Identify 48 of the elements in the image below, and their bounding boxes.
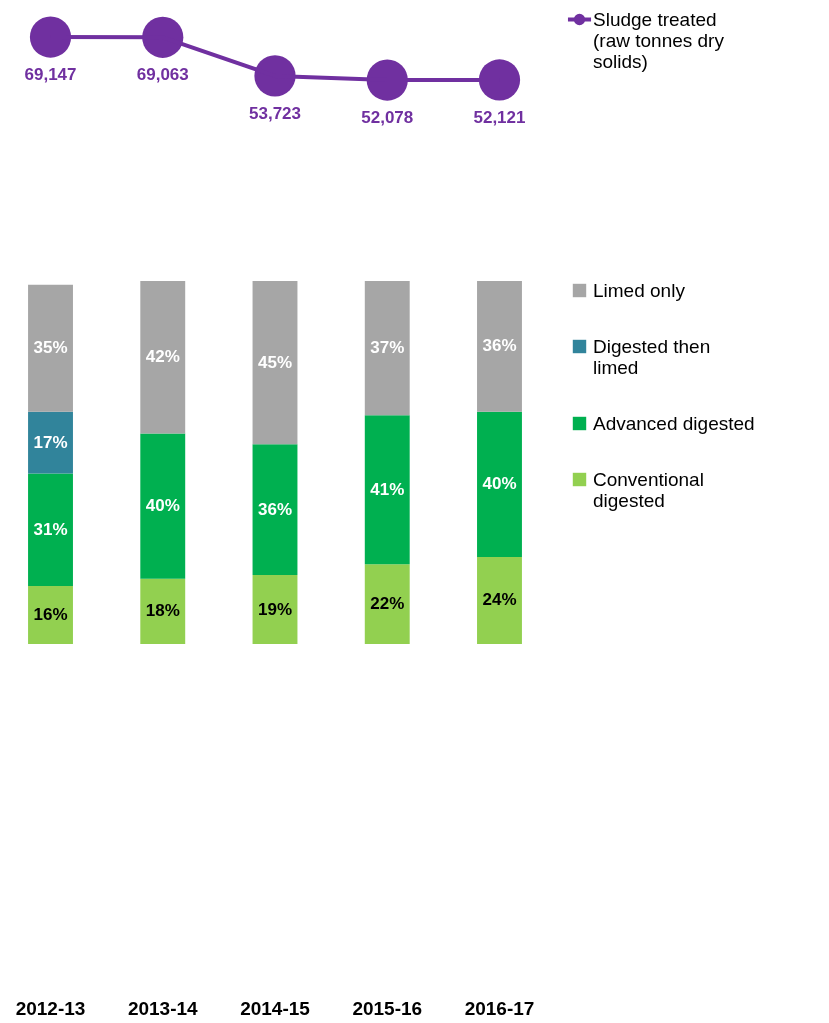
bar: [364, 415, 410, 565]
point: [478, 59, 521, 101]
x-tick-label: 2016-17: [464, 997, 535, 1019]
x-tick-label: 2014-15: [240, 997, 311, 1019]
x-tick-label: 2012-13: [15, 997, 86, 1019]
data-label: 18%: [145, 601, 180, 621]
data-label: 16%: [33, 604, 68, 624]
data-label: 45%: [257, 352, 293, 372]
x-tick-label: 2013-14: [127, 997, 199, 1019]
data-label: 41%: [370, 479, 405, 499]
bar: [28, 473, 73, 586]
bar: [477, 411, 522, 557]
bar: [28, 411, 73, 474]
data-label: 53,723: [249, 103, 301, 123]
point: [29, 16, 72, 58]
data-label: 37%: [370, 338, 405, 358]
data-label: 19%: [257, 599, 293, 619]
legend-label: Limed only: [593, 279, 686, 301]
legend-label: Conventional digested: [593, 468, 704, 511]
data-label: 17%: [33, 432, 68, 452]
data-label: 52,078: [361, 108, 414, 128]
x-tick-label: 2015-16: [352, 997, 423, 1019]
bar: [140, 578, 186, 644]
bar: [364, 281, 410, 416]
bar: [28, 585, 73, 644]
legend-label: Digested then limed: [593, 335, 711, 378]
data-label: 40%: [145, 496, 180, 516]
data-label: 69,063: [136, 65, 189, 85]
bar: [28, 284, 73, 412]
data-label: 36%: [257, 499, 293, 519]
bar: [477, 556, 522, 644]
data-label: 36%: [482, 336, 517, 356]
legend-label: Sludge treated (raw tonnes dry solids): [593, 8, 725, 72]
data-label: 42%: [145, 347, 180, 367]
bar: [364, 564, 410, 644]
data-label: 22%: [370, 594, 405, 614]
data-label: 52,121: [473, 107, 526, 127]
bar: [252, 444, 298, 576]
bar: [477, 281, 522, 412]
data-label: 69,147: [24, 65, 77, 85]
bar: [252, 281, 298, 445]
legend-label: Advanced digested: [593, 412, 755, 434]
bar: [140, 433, 186, 579]
data-label: 40%: [482, 474, 517, 494]
data-label: 31%: [33, 519, 68, 539]
data-label: 35%: [33, 338, 68, 358]
bar: [140, 281, 186, 434]
data-label: 24%: [482, 590, 517, 610]
